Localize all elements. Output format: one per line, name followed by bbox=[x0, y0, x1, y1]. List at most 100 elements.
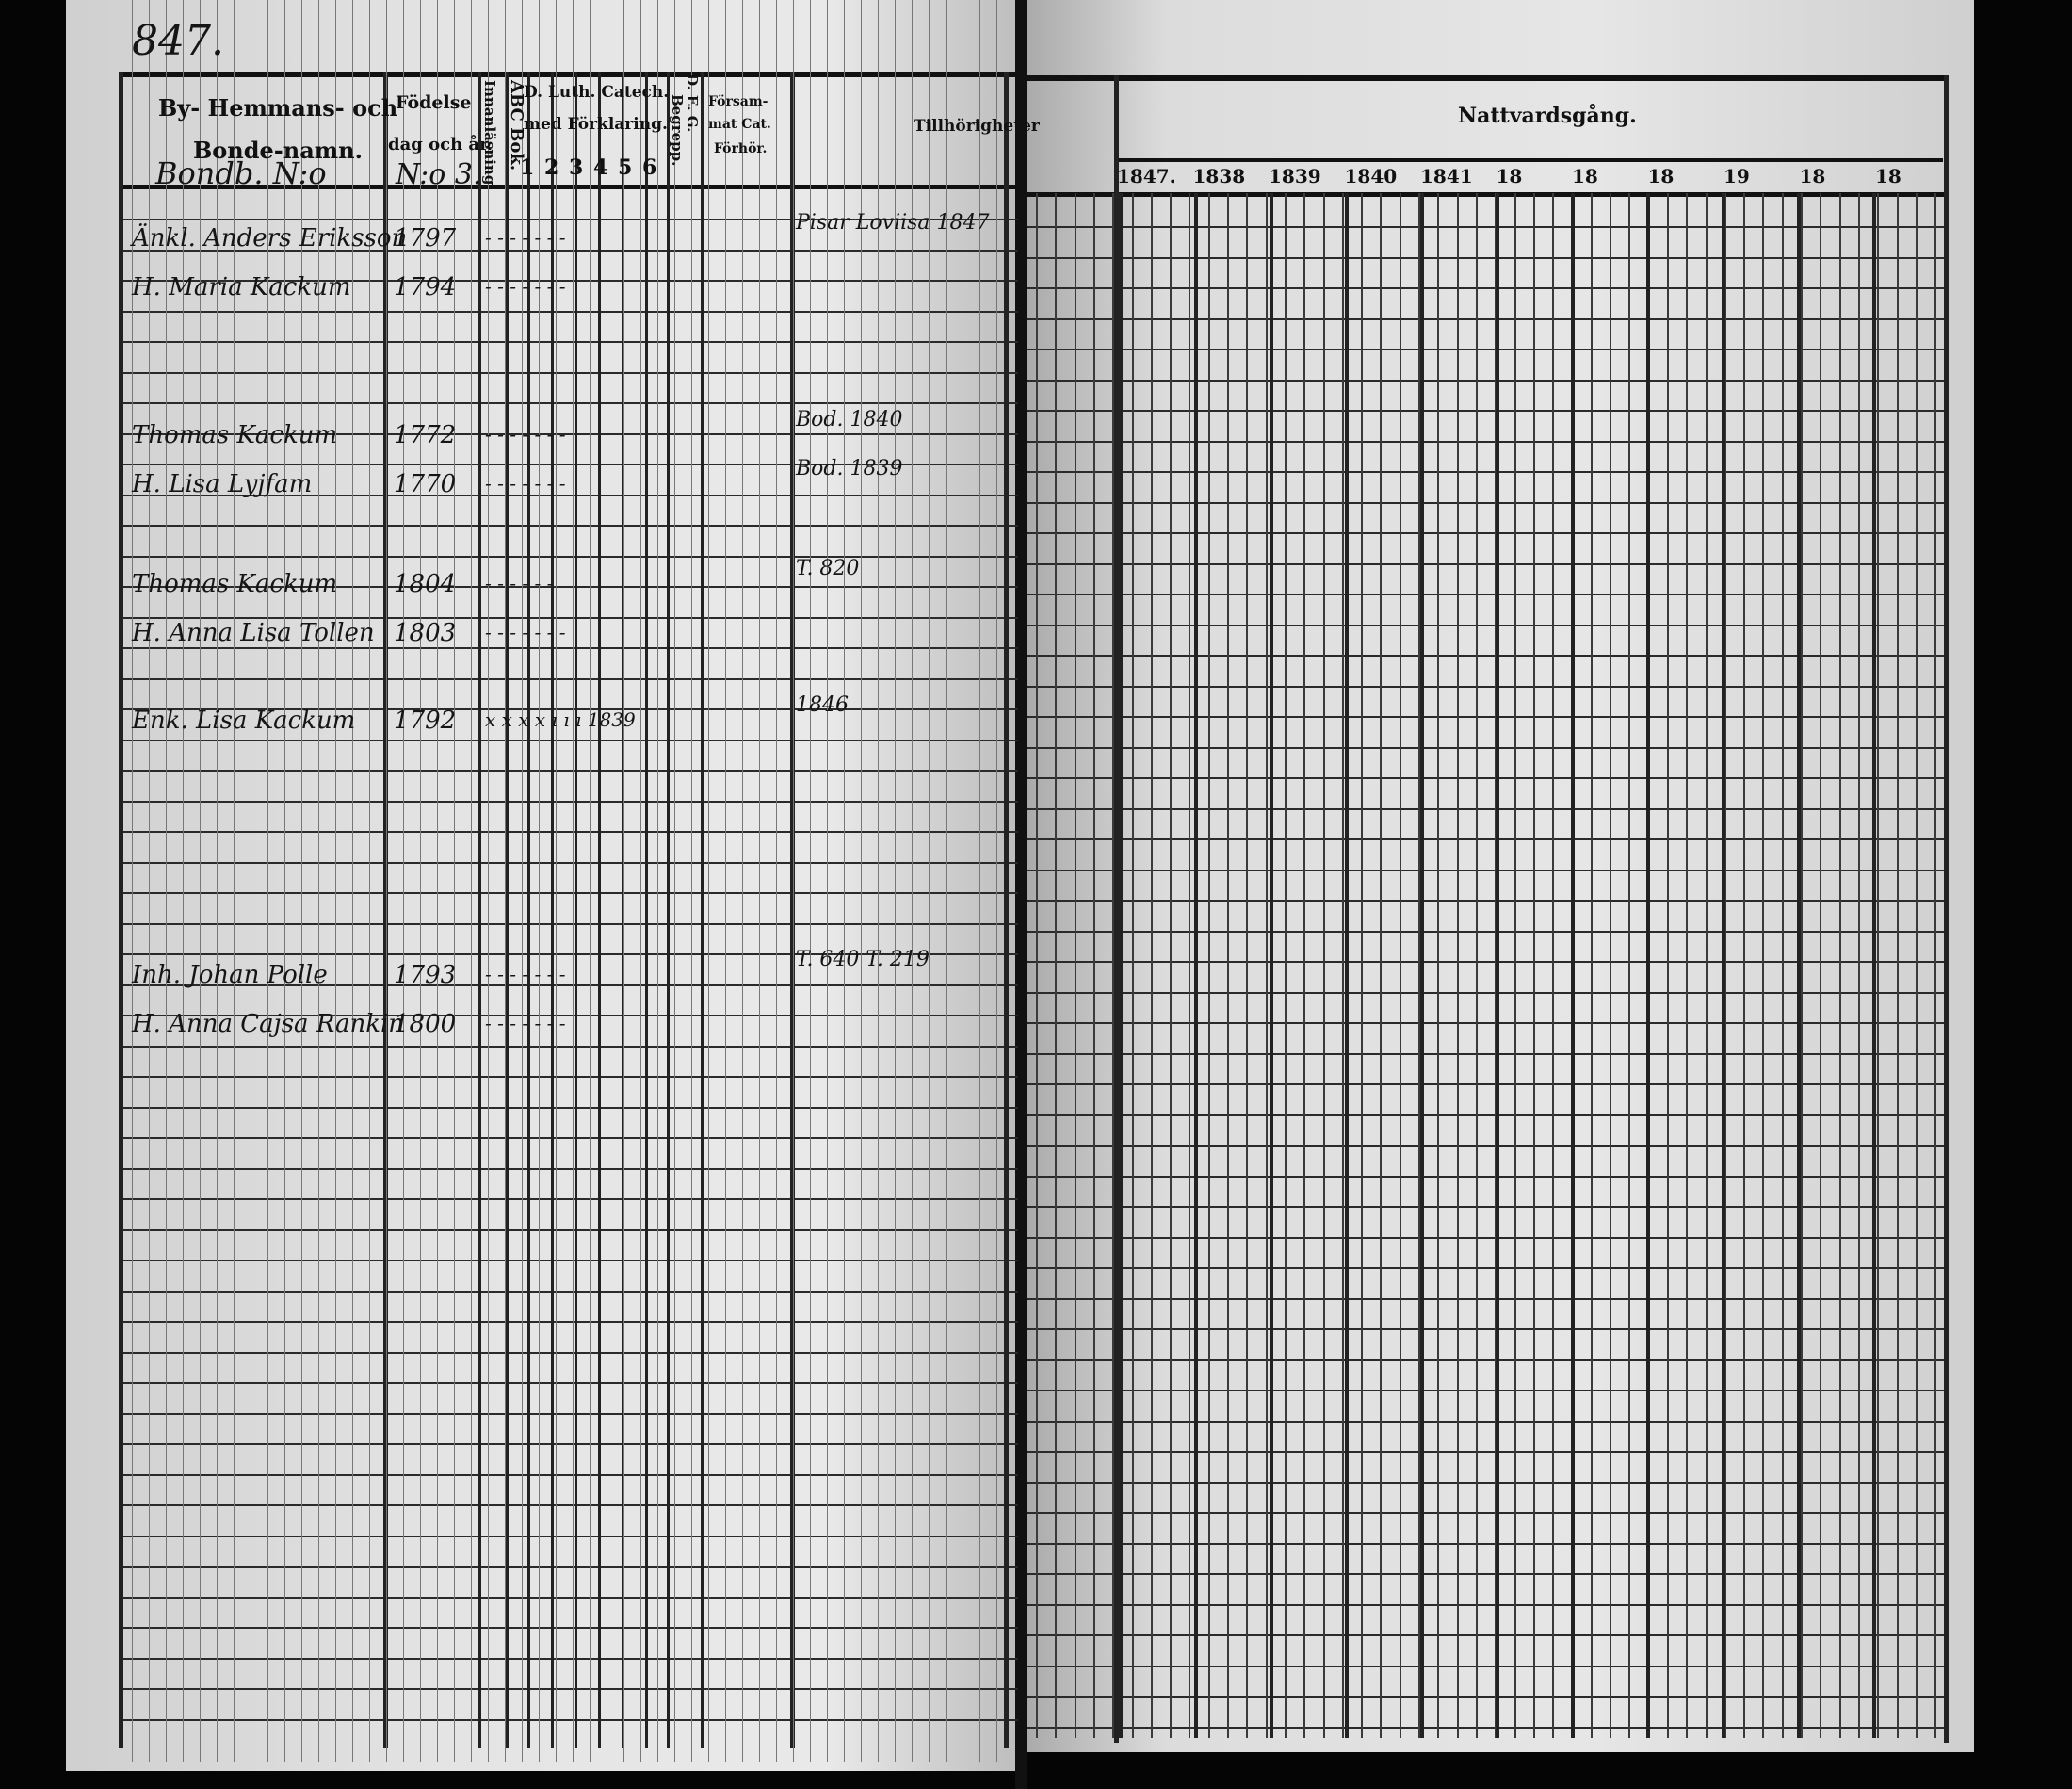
row-rule bbox=[1027, 1206, 1945, 1208]
year-column-rule bbox=[1722, 193, 1725, 1738]
row-rule bbox=[1027, 685, 1945, 688]
row-rule bbox=[119, 1412, 1018, 1415]
entry-birth-year: 1794 bbox=[394, 273, 457, 301]
entry-marks: - - - - - - - bbox=[485, 472, 566, 495]
year-column-rule bbox=[1646, 193, 1650, 1738]
fine-rule bbox=[539, 0, 540, 1762]
column-rule bbox=[1820, 193, 1822, 1738]
row-rule bbox=[1027, 777, 1945, 779]
row-rule bbox=[119, 1228, 1018, 1231]
row-rule bbox=[119, 677, 1018, 680]
column-rule bbox=[1610, 193, 1611, 1738]
year-column-rule bbox=[1270, 193, 1273, 1738]
fine-rule bbox=[844, 0, 845, 1762]
row-rule bbox=[1027, 1297, 1945, 1300]
fine-rule bbox=[471, 0, 472, 1762]
row-rule bbox=[1027, 1726, 1945, 1729]
column-rule bbox=[1074, 193, 1076, 1738]
row-rule bbox=[1027, 1603, 1945, 1606]
column-rule bbox=[1590, 193, 1593, 1738]
row-rule bbox=[119, 464, 1018, 465]
fine-rule bbox=[979, 0, 980, 1762]
row-rule bbox=[1027, 900, 1945, 902]
column-rule bbox=[506, 72, 509, 1748]
row-rule bbox=[1027, 746, 1945, 749]
column-rule bbox=[1055, 193, 1058, 1738]
year-top-rule bbox=[1114, 158, 1943, 162]
row-rule bbox=[119, 1137, 1018, 1139]
row-rule bbox=[1027, 1542, 1945, 1545]
entry-marks: x x x x ı ı ı 1839 bbox=[485, 708, 636, 731]
row-rule bbox=[1027, 1236, 1945, 1239]
entry-note: Bod. 1839 bbox=[796, 457, 903, 480]
row-rule bbox=[1027, 1696, 1945, 1698]
column-rule bbox=[527, 72, 530, 1748]
entry-marks: - - - - - - - bbox=[485, 423, 566, 446]
column-rule bbox=[1150, 193, 1153, 1738]
header-bonde-namn: Bonde-namn. bbox=[193, 137, 363, 164]
header-top-rule bbox=[119, 72, 1018, 77]
row-rule bbox=[119, 219, 1018, 220]
column-rule bbox=[1896, 193, 1899, 1738]
row-rule bbox=[119, 402, 1018, 404]
row-rule bbox=[1027, 1022, 1945, 1024]
fine-rule bbox=[708, 0, 709, 1762]
fine-rule bbox=[691, 0, 692, 1762]
header-number: N:o 3. bbox=[396, 158, 482, 191]
column-rule bbox=[1456, 193, 1459, 1738]
year-header: 1847. bbox=[1117, 165, 1176, 187]
entry-birth-year: 1770 bbox=[394, 470, 457, 498]
row-rule bbox=[1027, 1512, 1945, 1514]
fine-rule bbox=[369, 0, 370, 1762]
entry-name: H. Lisa Lyjfam bbox=[132, 470, 313, 498]
left-page bbox=[66, 0, 1019, 1771]
row-rule bbox=[1027, 716, 1945, 718]
row-rule bbox=[1027, 1267, 1945, 1269]
year-column-rule bbox=[1420, 193, 1424, 1738]
fine-rule bbox=[318, 0, 319, 1762]
row-rule bbox=[119, 249, 1018, 252]
column-rule bbox=[1762, 193, 1765, 1738]
fine-rule bbox=[810, 0, 811, 1762]
column-rule bbox=[1781, 193, 1784, 1738]
column-rule bbox=[1131, 193, 1134, 1738]
row-rule bbox=[119, 1076, 1018, 1078]
year-header: 1838 bbox=[1192, 165, 1246, 187]
column-rule bbox=[1246, 193, 1249, 1738]
header-bottom-rule bbox=[119, 185, 1018, 189]
column-rule bbox=[1170, 193, 1173, 1738]
row-rule bbox=[119, 1382, 1018, 1384]
year-header: 1839 bbox=[1269, 165, 1321, 187]
fine-rule bbox=[437, 0, 438, 1762]
column-rule bbox=[1552, 193, 1555, 1738]
entry-name: H. Anna Lisa Tollen bbox=[132, 619, 375, 647]
row-rule bbox=[119, 525, 1018, 527]
row-rule bbox=[119, 1015, 1018, 1016]
column-rule bbox=[1265, 193, 1268, 1738]
column-rule bbox=[1475, 193, 1478, 1738]
column-rule bbox=[1686, 193, 1689, 1738]
entry-birth-year: 1800 bbox=[394, 1010, 457, 1038]
row-rule bbox=[119, 1167, 1018, 1170]
fine-rule bbox=[454, 0, 455, 1762]
entry-marks: - - - - - - - bbox=[485, 963, 566, 985]
year-column-rule bbox=[1345, 193, 1349, 1738]
header-catech-1: D. Luth. Catech. bbox=[524, 83, 670, 102]
year-header: 18 bbox=[1875, 165, 1902, 187]
entry-birth-year: 1793 bbox=[394, 961, 457, 989]
row-rule bbox=[1027, 655, 1945, 657]
column-rule bbox=[1093, 193, 1095, 1738]
row-rule bbox=[1027, 256, 1945, 259]
row-rule bbox=[119, 647, 1018, 649]
row-rule bbox=[1027, 349, 1945, 350]
header-forsamnat-2: mat Cat. bbox=[708, 117, 771, 132]
entry-marks: - - - - - - bbox=[485, 572, 554, 594]
entry-marks: - - - - - - - bbox=[485, 275, 566, 298]
entry-note: T. 640 T. 219 bbox=[796, 948, 930, 971]
header-abc-bok: ABC Bok. bbox=[507, 80, 526, 171]
entry-note: 1846 bbox=[796, 693, 849, 717]
fine-rule bbox=[149, 0, 150, 1762]
row-rule bbox=[119, 1566, 1018, 1568]
row-rule bbox=[119, 280, 1018, 282]
year-header: 18 bbox=[1647, 165, 1675, 187]
